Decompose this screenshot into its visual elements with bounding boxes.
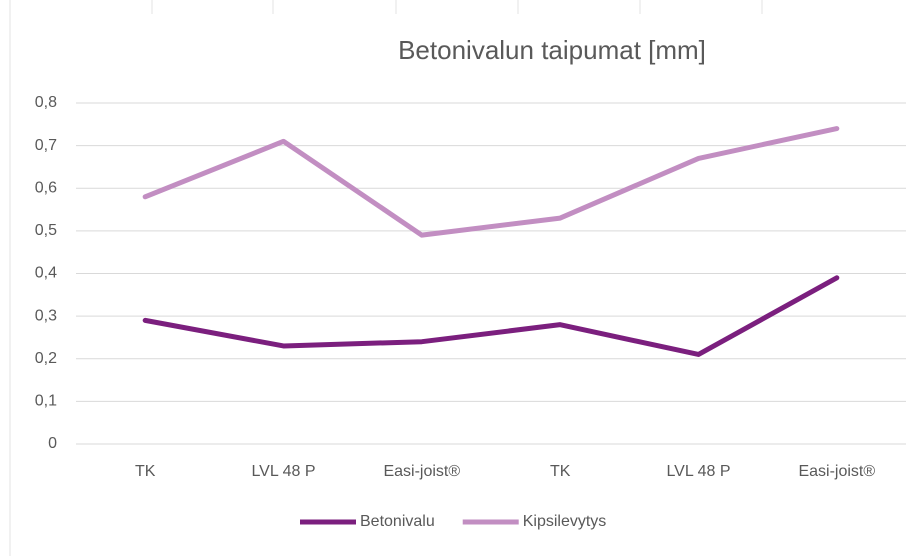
y-tick-label: 0,6 (35, 179, 57, 196)
x-tick-label: Easi-joist® (798, 463, 875, 480)
series-line (142, 275, 840, 357)
y-tick-label: 0,4 (35, 265, 57, 282)
x-tick-label: LVL 48 P (251, 463, 315, 480)
x-tick-label: Easi-joist® (383, 463, 460, 480)
y-tick-label: 0,7 (35, 137, 57, 154)
sheet-columns (9, 0, 763, 556)
y-tick-label: 0,8 (35, 94, 57, 111)
x-tick-label: LVL 48 P (666, 463, 730, 480)
y-tick-label: 0,3 (35, 307, 57, 324)
y-tick-label: 0 (48, 435, 57, 452)
y-tick-label: 0,1 (35, 393, 57, 410)
y-tick-label: 0,5 (35, 222, 57, 239)
x-tick-label: TK (550, 463, 571, 480)
y-tick-label: 0,2 (35, 350, 57, 367)
legend-label: Kipsilevytys (523, 513, 607, 530)
series-line (142, 126, 840, 238)
legend-label: Betonivalu (360, 513, 435, 530)
chart-title: Betonivalun taipumat [mm] (398, 35, 706, 65)
x-tick-label: TK (135, 463, 156, 480)
